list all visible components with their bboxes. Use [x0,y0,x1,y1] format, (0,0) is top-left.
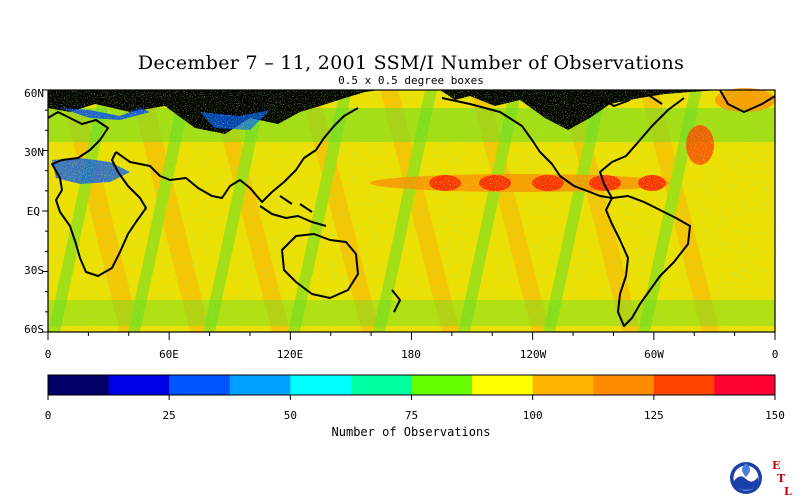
colorbar-tick-label: 0 [45,409,52,422]
latitude-labels: 60N 30N EQ 30S 60S [24,87,44,336]
colorbar-swatch [350,375,412,395]
lon-label-120e: 120E [277,348,304,361]
colorbar-tick-label: 125 [644,409,664,422]
logo-letter-e: E [772,459,780,472]
coastlines [47,89,776,327]
australia-coast [281,233,359,299]
lon-label-60w: 60W [644,348,664,361]
south-america-coast [605,195,691,327]
colorbar-swatch [653,375,715,395]
indonesia-coast [259,195,327,227]
colorbar-title: Number of Observations [332,425,491,439]
colorbar-swatch [593,375,655,395]
colorbar-swatch [532,375,594,395]
map-ticks [42,89,776,340]
asia-coast [115,107,359,203]
observation-field [48,88,775,332]
europe-africa-coast [47,111,147,277]
colorbar-swatches [48,375,776,395]
map-title: December 7 – 11, 2001 SSM/I Number of Ob… [137,52,685,74]
logo-letter-t: T [777,472,786,485]
lat-label-30s: 30S [24,264,44,277]
longitude-labels: 0 60E 120E 180 120W 60W 0 [45,348,779,361]
lat-label-eq: EQ [27,205,40,218]
arctic-islands-coast [599,95,663,107]
colorbar-swatch [411,375,473,395]
colorbar-tick-label: 100 [523,409,543,422]
lat-label-60s: 60S [24,323,44,336]
noaa-wave-icon [734,476,758,490]
colorbar-tick-label: 75 [405,409,418,422]
colorbar-tick-labels: 0 25 50 75 100 125 150 [45,409,785,422]
noaa-bird-icon [742,463,750,477]
colorbar-swatch [472,375,534,395]
colorbar-swatch [229,375,291,395]
map-subtitle: 0.5 x 0.5 degree boxes [338,74,484,87]
colorbar: 0 25 50 75 100 125 150 Number of Observations [45,374,785,439]
colorbar-swatch [714,375,776,395]
logo-letter-l: L [784,485,792,498]
lat-label-60n: 60N [24,87,44,100]
noise-texture [48,90,775,332]
colorbar-swatch [48,375,110,395]
lon-label-60e: 60E [159,348,179,361]
noaa-logo: E T L [730,459,792,498]
lon-label-180: 180 [401,348,421,361]
colorbar-tick-label: 50 [284,409,297,422]
lon-label-0-west: 0 [45,348,52,361]
colorbar-swatch [290,375,352,395]
lon-label-0-east: 0 [772,348,779,361]
north-america-coast [441,97,685,199]
colorbar-swatch [108,375,170,395]
colorbar-swatch [169,375,231,395]
new-zealand-coast [391,289,401,313]
colorbar-tick-label: 150 [765,409,785,422]
colorbar-tick-label: 25 [163,409,176,422]
lon-label-120w: 120W [520,348,547,361]
colorbar-ticks [47,395,776,400]
lat-label-30n: 30N [24,146,44,159]
greenland-coast [719,89,776,113]
